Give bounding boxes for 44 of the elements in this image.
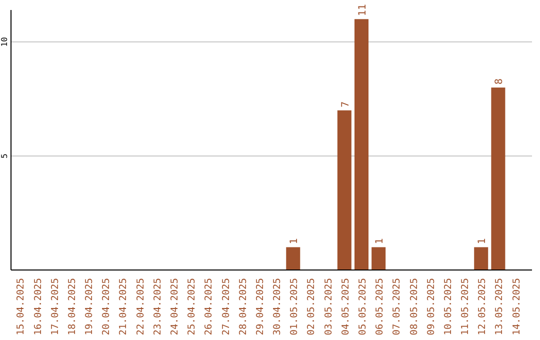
data-label: 11 <box>357 4 368 16</box>
x-tick-label: 09.05.2025 <box>426 278 437 336</box>
data-label: 1 <box>374 238 386 244</box>
bar <box>491 88 506 270</box>
x-tick-label: 01.05.2025 <box>289 278 300 336</box>
x-tick-label: 10.05.2025 <box>442 278 454 336</box>
x-tick-label: 27.04.2025 <box>220 278 232 336</box>
x-tick-label: 22.04.2025 <box>135 278 146 336</box>
x-tick-label: 16.04.2025 <box>32 278 44 336</box>
x-tick-label: 18.04.2025 <box>66 278 78 336</box>
data-label: 8 <box>494 78 506 85</box>
x-tick-label: 24.04.2025 <box>170 278 181 336</box>
x-tick-label: 21.04.2025 <box>118 278 130 336</box>
data-label: 1 <box>289 238 300 244</box>
y-tick-label: 10 <box>0 36 9 47</box>
x-tick-label: 13.05.2025 <box>494 278 506 336</box>
x-tick-label: 08.05.2025 <box>408 278 420 336</box>
x-tick-label: 05.05.2025 <box>357 278 368 336</box>
bar <box>354 19 368 270</box>
x-tick-label: 15.04.2025 <box>16 278 27 336</box>
x-tick-label: 14.05.2025 <box>511 278 522 336</box>
bar <box>337 110 352 270</box>
x-tick-label: 20.04.2025 <box>101 278 112 336</box>
x-tick-label: 04.05.2025 <box>340 278 352 336</box>
x-tick-label: 19.04.2025 <box>84 278 96 336</box>
x-tick-label: 07.05.2025 <box>392 278 403 336</box>
x-tick-label: 12.05.2025 <box>477 278 488 336</box>
y-tick-label: 5 <box>0 153 9 158</box>
bar <box>372 247 386 270</box>
bar <box>286 247 300 270</box>
data-label: 7 <box>340 101 352 108</box>
x-tick-label: 29.04.2025 <box>254 278 266 336</box>
x-tick-label: 11.05.2025 <box>460 278 472 336</box>
x-tick-label: 28.04.2025 <box>238 278 249 336</box>
x-tick-label: 23.04.2025 <box>152 278 164 336</box>
data-label: 1 <box>477 238 488 244</box>
x-tick-label: 02.05.2025 <box>306 278 318 336</box>
x-tick-label: 26.04.2025 <box>204 278 215 336</box>
bar <box>474 247 488 270</box>
x-tick-label: 06.05.2025 <box>374 278 386 336</box>
x-tick-label: 30.04.2025 <box>272 278 284 336</box>
x-tick-label: 03.05.2025 <box>323 278 334 336</box>
x-tick-label: 25.04.2025 <box>186 278 198 336</box>
x-tick-label: 17.04.2025 <box>50 278 61 336</box>
